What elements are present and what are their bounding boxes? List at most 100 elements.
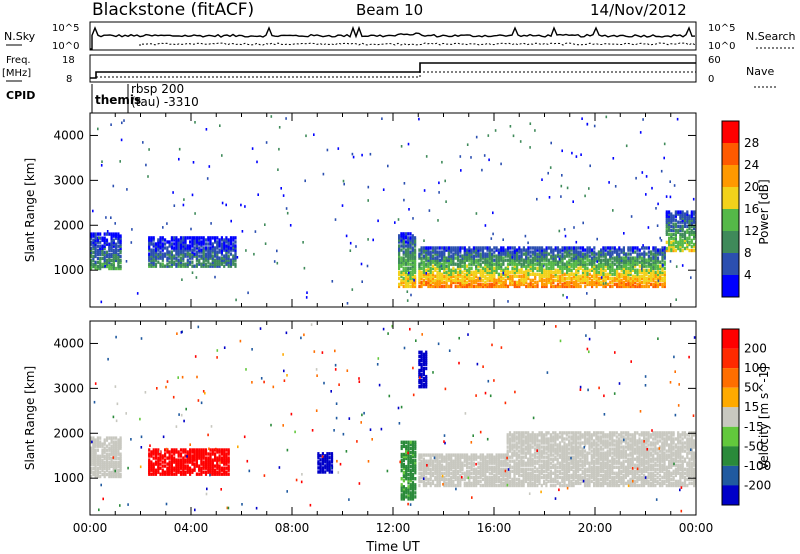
heatmap-cell [101, 472, 104, 477]
heatmap-cell [491, 274, 494, 278]
heatmap-cell [538, 447, 541, 451]
heatmap-cell [411, 487, 415, 491]
heatmap-cell [436, 465, 439, 469]
heatmap-cell [570, 262, 573, 266]
heatmap-cell [525, 260, 528, 264]
heatmap-cell [577, 252, 580, 256]
heatmap-cell [461, 282, 464, 287]
heatmap-cell [495, 475, 498, 480]
heatmap-cell [506, 441, 509, 445]
heatmap-cell [431, 459, 435, 463]
heatmap-cell [161, 238, 164, 242]
heatmap-cell [182, 240, 185, 244]
heatmap-cell [491, 284, 494, 289]
heatmap-cell [497, 475, 500, 480]
heatmap-cell [351, 152, 354, 156]
nsky-frame [89, 21, 697, 51]
heatmap-cell [681, 228, 684, 232]
heatmap-cell [549, 473, 552, 478]
heatmap-cell [547, 447, 550, 451]
heatmap-cell [584, 270, 587, 274]
heatmap-cell [179, 452, 183, 456]
heatmap-cell [609, 246, 612, 250]
heatmap-cell [672, 240, 675, 245]
heatmap-cell [643, 270, 646, 274]
heatmap-cell [491, 461, 494, 465]
heatmap-cell [554, 449, 557, 453]
heatmap-cell [425, 459, 428, 463]
heatmap-cell [652, 276, 655, 281]
heatmap-cell [527, 282, 530, 287]
heatmap-cell [484, 276, 487, 281]
heatmap-cell [683, 234, 687, 239]
heatmap-cell [207, 236, 210, 240]
heatmap-cell [683, 240, 687, 245]
heatmap-cell [541, 282, 544, 287]
heatmap-cell [170, 472, 173, 476]
heatmap-cell [225, 236, 228, 240]
heatmap-cell [402, 479, 405, 483]
heatmap-cell [425, 276, 428, 281]
heatmap-cell [600, 280, 603, 285]
heatmap-cell [177, 240, 180, 244]
heatmap-cell [529, 146, 531, 149]
heatmap-cell [459, 274, 462, 278]
heatmap-cell [579, 278, 582, 283]
heatmap-cell [591, 274, 594, 278]
heatmap-cell [531, 469, 534, 473]
heatmap-cell [663, 274, 666, 278]
heatmap-cell [518, 439, 521, 443]
heatmap-cell [529, 451, 532, 455]
heatmap-cell [568, 264, 571, 268]
heatmap-cell [579, 264, 582, 268]
heatmap-cell [554, 471, 557, 475]
heatmap-cell [398, 238, 401, 242]
heatmap-cell [552, 457, 555, 461]
heatmap-cell [191, 468, 194, 472]
heatmap-cell [400, 468, 403, 473]
heatmap-cell [645, 258, 648, 262]
heatmap-cell [414, 252, 417, 256]
heatmap-cell [559, 260, 562, 264]
heatmap-cell [652, 268, 655, 272]
heatmap-cell [566, 296, 568, 299]
heatmap-cell [561, 149, 563, 153]
heatmap-cell [572, 258, 575, 262]
heatmap-cell [108, 436, 111, 440]
heatmap-cell [117, 472, 120, 477]
heatmap-cell [409, 473, 412, 477]
heatmap-cell [515, 457, 518, 461]
heatmap-cell [488, 461, 491, 465]
heatmap-cell [204, 456, 208, 460]
heatmap-cell [520, 467, 523, 471]
heatmap-cell [154, 262, 158, 266]
heatmap-cell [404, 268, 408, 272]
heatmap-cell [404, 234, 408, 238]
heatmap-cell [549, 483, 552, 488]
heatmap-cell [659, 276, 662, 281]
heatmap-cell [427, 282, 430, 287]
heatmap-cell [175, 470, 178, 474]
heatmap-cell [164, 460, 167, 464]
heatmap-cell [159, 256, 162, 260]
heatmap-cell [620, 260, 623, 264]
heatmap-cell [319, 464, 322, 468]
heatmap-cell [414, 446, 417, 451]
heatmap-cell [101, 448, 104, 452]
heatmap-cell [119, 242, 122, 246]
heatmap-cell [200, 236, 203, 240]
heatmap-cell [674, 240, 677, 245]
heatmap-cell [534, 246, 537, 250]
heatmap-cell [509, 254, 512, 258]
heatmap-cell [538, 477, 541, 482]
heatmap-cell [463, 455, 466, 459]
heatmap-cell [559, 250, 562, 254]
heatmap-cell [554, 477, 557, 482]
heatmap-cell [342, 179, 345, 183]
heatmap-cell [540, 467, 543, 471]
heatmap-cell [506, 252, 510, 256]
heatmap-cell [497, 266, 500, 270]
heatmap-cell [516, 270, 519, 274]
heatmap-cell [538, 252, 541, 256]
